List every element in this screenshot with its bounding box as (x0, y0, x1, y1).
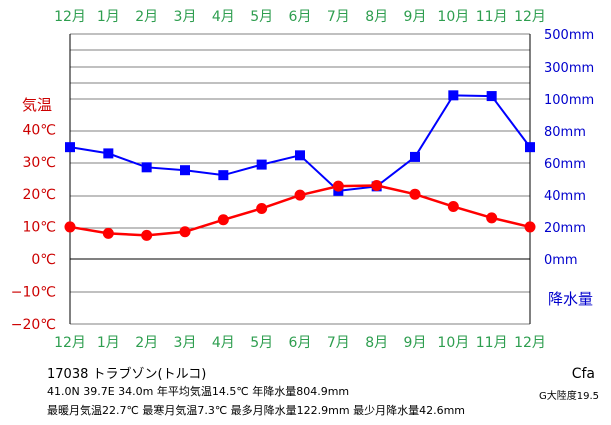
precip-point (218, 170, 229, 181)
month-label-bottom: 6月 (289, 335, 312, 351)
temp-point (332, 180, 344, 192)
station-extremes-line: 最暖月気温22.7℃ 最寒月気温7.3℃ 最多月降水量122.9mm 最少月降水… (47, 404, 466, 417)
temp-point (141, 229, 153, 241)
region-label: G大陸度19.5 (538, 391, 599, 402)
month-label-top: 9月 (404, 9, 427, 25)
koppen-class: Cfa (571, 366, 595, 382)
temp-tick-label: 40℃ (22, 122, 56, 138)
precip-tick-label: 60mm (544, 157, 586, 172)
month-label-top: 7月 (327, 9, 350, 25)
month-label-top: 4月 (212, 9, 235, 25)
station-id: 17038 (47, 367, 89, 382)
temp-point (102, 227, 114, 239)
station-info: 17038 トラブゾン(トルコ) (47, 363, 206, 382)
precip-tick-label: 300mm (544, 61, 594, 76)
precip-tick-label: 500mm (544, 28, 594, 43)
month-label-bottom: 7月 (327, 335, 350, 351)
temp-tick-label: 0℃ (31, 252, 56, 268)
precip-point (180, 165, 190, 176)
precip-tick-label: 20mm (544, 221, 586, 236)
precip-point (141, 162, 152, 173)
precip-tick-label: 0mm (544, 253, 578, 268)
temp-tick-label: 20℃ (22, 187, 56, 203)
month-label-top: 5月 (250, 9, 273, 25)
month-label-bottom: 11月 (476, 335, 508, 351)
temp-tick-label: −20℃ (11, 317, 56, 333)
month-label-bottom: 2月 (135, 335, 158, 351)
temp-point (256, 202, 268, 214)
precip-series-line (69, 94, 531, 192)
precip-point (256, 159, 267, 170)
temp-tick-label: 30℃ (22, 155, 56, 171)
precip-point (410, 151, 420, 162)
precip-tick-label: 100mm (544, 93, 594, 108)
temp-axis-title: 気温 (22, 96, 52, 114)
month-label-top: 1月 (97, 9, 120, 25)
month-label-top: 8月 (365, 9, 388, 25)
precip-point (525, 142, 535, 153)
precip-tick-label: 40mm (544, 189, 586, 204)
month-label-bottom: 3月 (174, 335, 197, 351)
temp-tick-label: 10℃ (22, 220, 56, 236)
temp-point (371, 179, 383, 191)
temp-point (294, 189, 306, 201)
station-coords-line: 41.0N 39.7E 34.0m 年平均気温14.5℃ 年降水量804.9mm (47, 385, 350, 398)
month-label-bottom: 12月 (514, 335, 546, 351)
month-label-top: 10月 (437, 9, 469, 25)
month-label-bottom: 10月 (437, 335, 469, 351)
temp-point (486, 212, 498, 224)
month-label-bottom: 4月 (212, 335, 235, 351)
month-label-bottom: 12月 (54, 335, 86, 351)
month-label-bottom: 5月 (250, 335, 273, 351)
precip-point (448, 90, 459, 101)
temp-point (409, 188, 421, 200)
precip-point (103, 148, 114, 159)
month-label-top: 12月 (514, 9, 546, 25)
month-label-bottom: 9月 (404, 335, 427, 351)
station-name: トラブゾン(トルコ) (92, 367, 207, 382)
month-label-top: 6月 (289, 9, 312, 25)
month-label-top: 12月 (54, 9, 86, 25)
precip-point (295, 150, 305, 161)
month-label-bottom: 8月 (365, 335, 388, 351)
temp-point (217, 214, 229, 226)
temp-point (524, 221, 536, 233)
precip-point (65, 142, 75, 153)
temp-point (179, 226, 191, 238)
temp-point (447, 201, 459, 213)
month-label-top: 3月 (174, 9, 197, 25)
precip-axis-title: 降水量 (548, 290, 593, 308)
temp-tick-label: −10℃ (11, 284, 56, 300)
month-label-bottom: 1月 (97, 335, 120, 351)
precip-point (486, 91, 497, 102)
precip-tick-label: 80mm (544, 125, 586, 140)
month-label-top: 2月 (135, 9, 158, 25)
month-label-top: 11月 (476, 9, 508, 25)
temp-point (64, 221, 76, 233)
